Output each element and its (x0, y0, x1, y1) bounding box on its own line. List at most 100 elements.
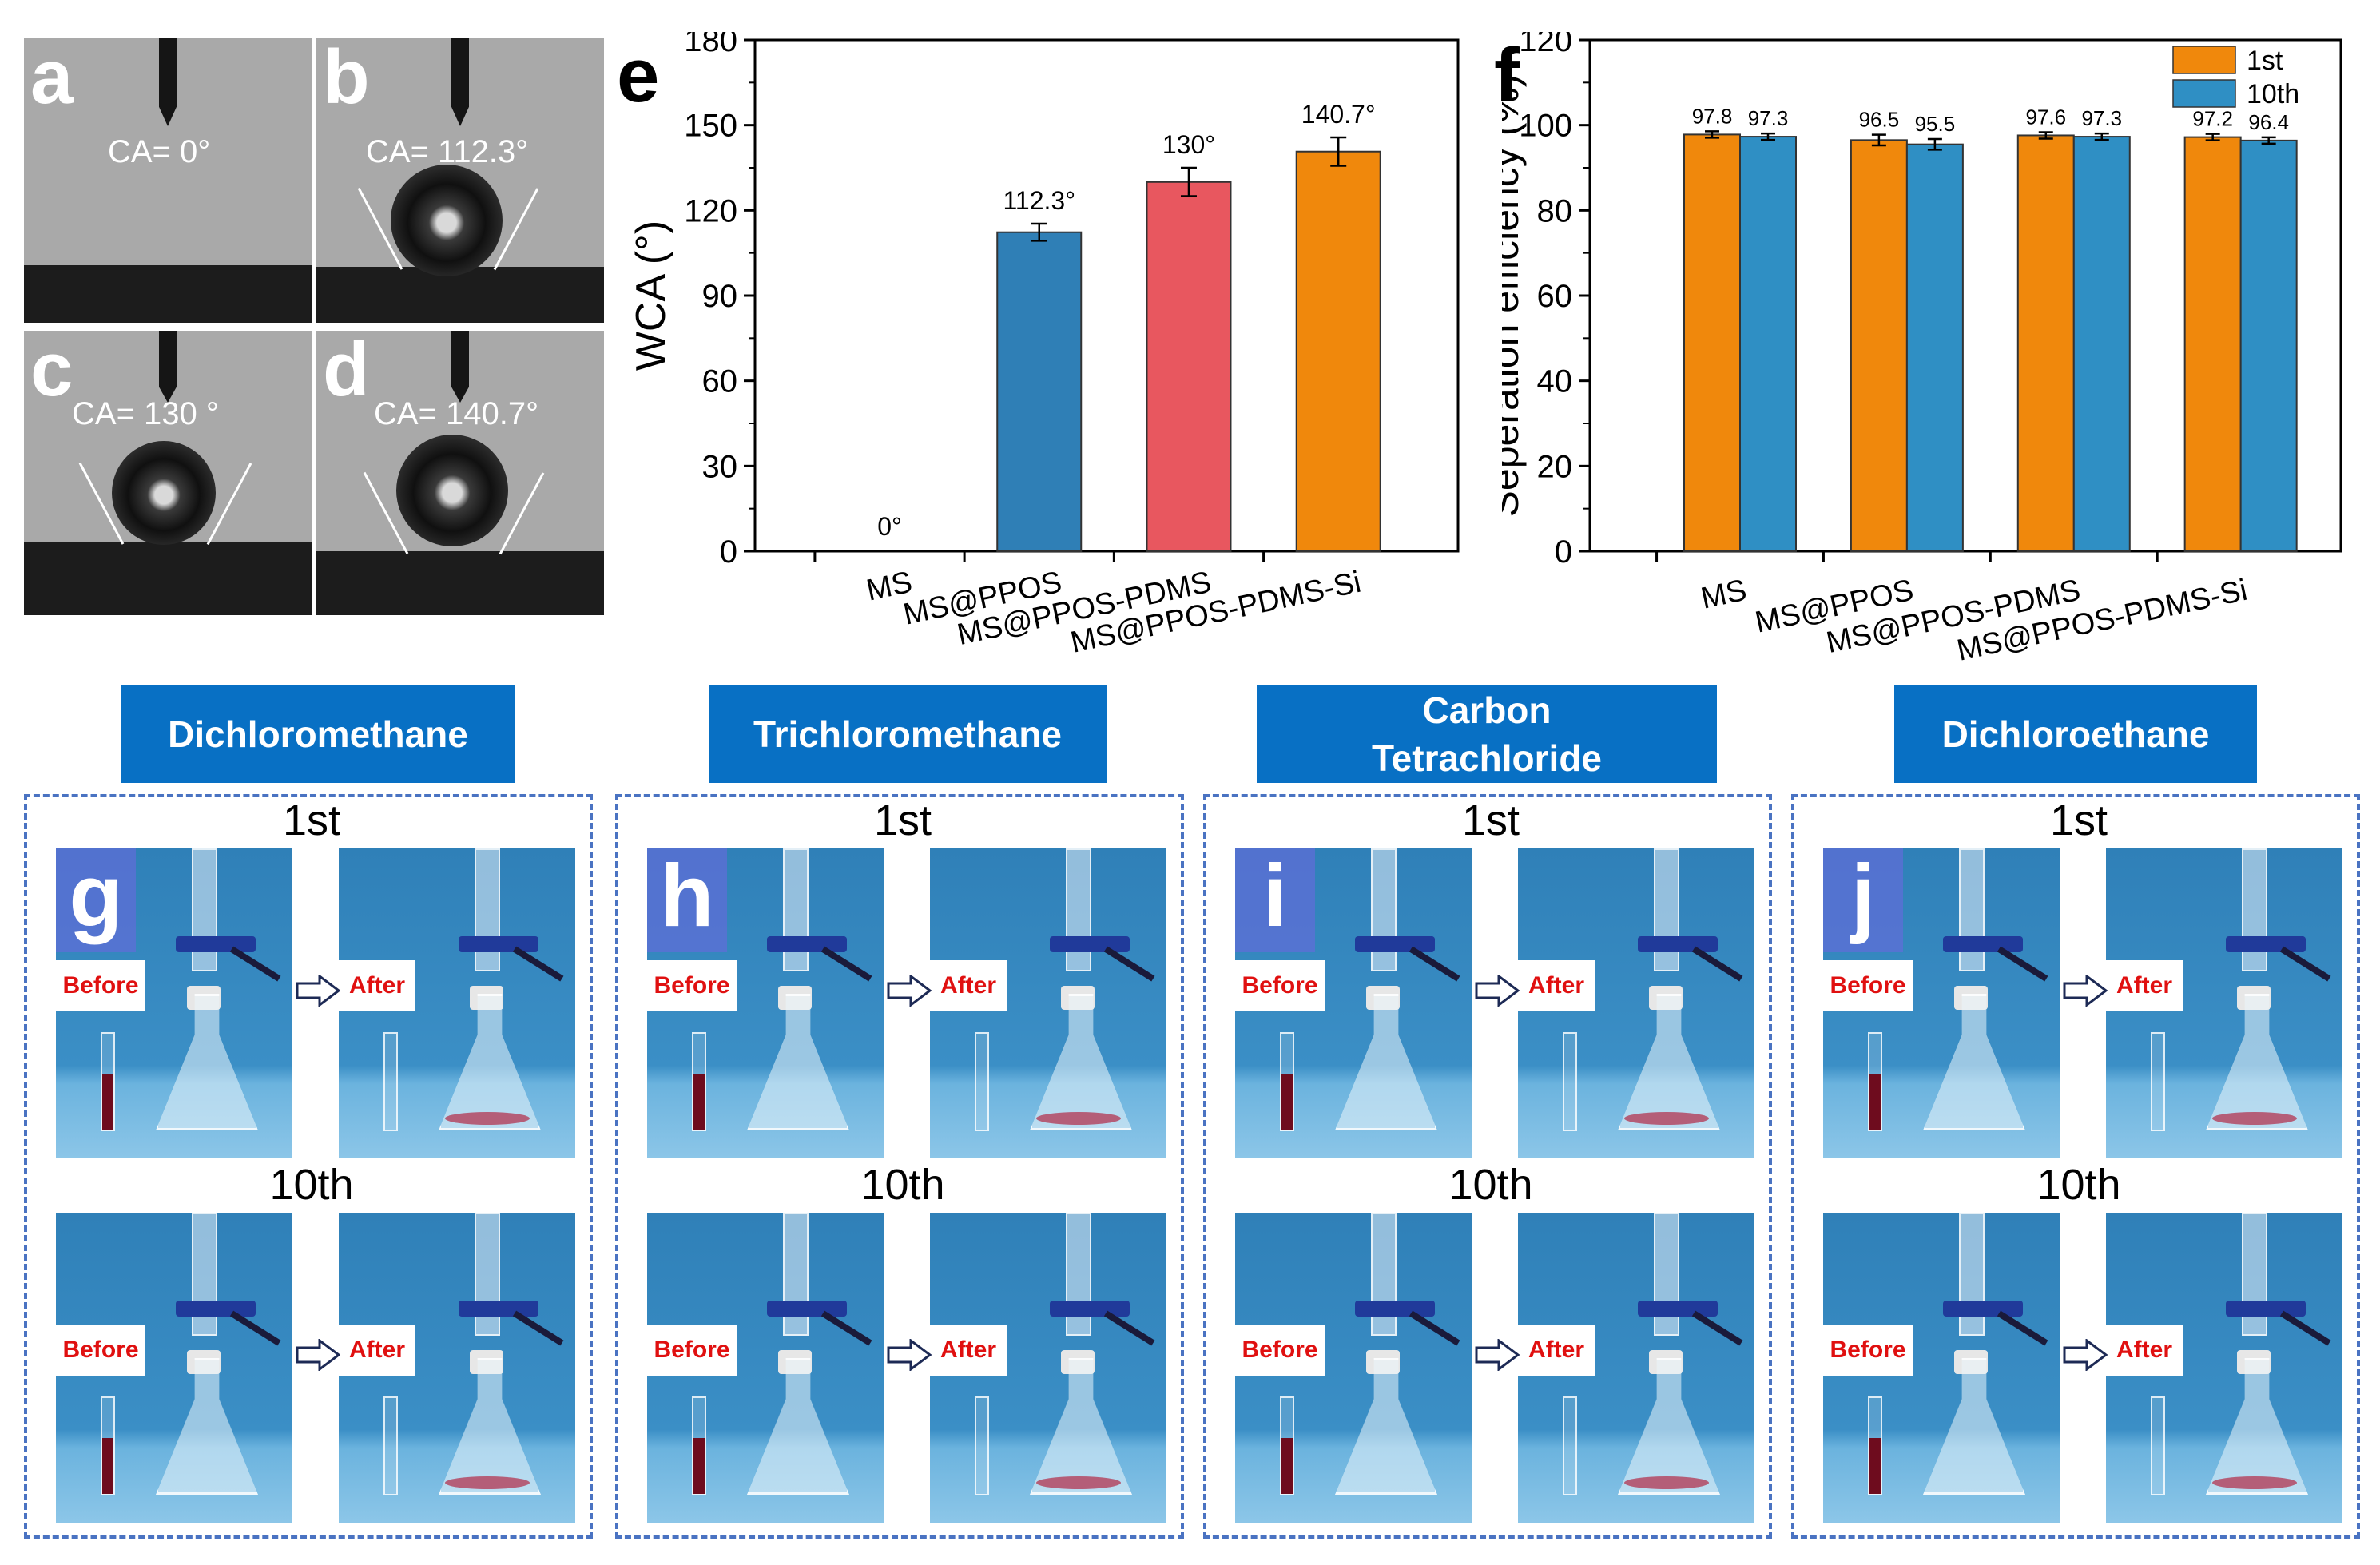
filtrate (2212, 1476, 2297, 1489)
graduated-cylinder (383, 1396, 398, 1495)
filter-funnel (192, 848, 217, 971)
clamp (767, 1301, 847, 1317)
substrate (24, 265, 312, 323)
filter-funnel (1654, 848, 1679, 971)
clamp (1638, 1301, 1718, 1317)
filter-funnel (1959, 1213, 1985, 1336)
photo-g-10th-before: Before (56, 1213, 292, 1523)
water-droplet (391, 165, 503, 276)
clamp-handle (229, 1310, 281, 1346)
clamp-handle (229, 946, 281, 982)
data-label-0: 0° (877, 512, 902, 541)
clamp (1050, 936, 1130, 952)
y-tick-label: 120 (1519, 32, 1572, 58)
right-arrow-icon (1475, 975, 1520, 1007)
clamp (767, 936, 847, 952)
graduated-cylinder (383, 1032, 398, 1131)
solvent-label-line: Dichloroethane (1941, 713, 2210, 755)
panel-letter-g: g (56, 848, 136, 952)
y-tick-label: 150 (684, 109, 737, 144)
right-arrow-icon (2063, 1339, 2108, 1371)
bar-2 (1146, 181, 1232, 552)
contact-angle-panel-b: b CA= 112.3° (316, 38, 604, 323)
legend-swatch-1st (2172, 46, 2236, 74)
conical-flask (439, 994, 541, 1130)
photo-i-10th-before: Before (1235, 1213, 1472, 1523)
before-tag: Before (56, 960, 145, 1011)
mixture-liquid (693, 1438, 705, 1494)
contact-angle-label: CA= 130 ° (72, 396, 219, 431)
conical-flask (156, 1358, 258, 1495)
graduated-cylinder (1563, 1396, 1577, 1495)
photo-i-1st-before: Before i (1235, 848, 1472, 1158)
filter-funnel (192, 1213, 217, 1336)
contact-angle-label: CA= 0° (108, 134, 211, 169)
photo-h-10th-after: After (930, 1213, 1166, 1523)
round-label-1st: 1st (2049, 796, 2108, 844)
filter-funnel (1371, 848, 1397, 971)
before-tag: Before (1823, 1325, 1913, 1376)
clamp (1050, 1301, 1130, 1317)
conical-flask (1030, 1358, 1132, 1495)
panel-letter-c: c (30, 331, 74, 412)
photo-j-10th-before: Before (1823, 1213, 2060, 1523)
photo-g-10th-after: After (339, 1213, 575, 1523)
right-arrow-icon (2063, 975, 2108, 1007)
filtrate (2212, 1112, 2297, 1125)
after-tag: After (930, 1325, 1007, 1376)
graduated-cylinder (1563, 1032, 1577, 1131)
clamp (459, 936, 538, 952)
bar-10th-3 (2239, 139, 2298, 553)
water-droplet (396, 435, 508, 546)
round-label-10th: 10th (1448, 1161, 1533, 1209)
conical-flask (747, 994, 849, 1130)
clamp (1355, 1301, 1435, 1317)
conical-flask (1923, 994, 2025, 1130)
panel-letter-j: j (1823, 848, 1903, 952)
clamp-handle (1691, 946, 1743, 982)
solvent-label-line: Trichloromethane (753, 713, 1062, 755)
mixture-liquid (1869, 1438, 1881, 1494)
round-label-10th: 10th (269, 1161, 354, 1209)
data-label-2: 130° (1162, 130, 1215, 159)
conical-flask (1618, 1358, 1720, 1495)
clamp-handle (1409, 946, 1460, 982)
right-arrow-icon (887, 1339, 932, 1371)
round-label-10th: 10th (2036, 1161, 2121, 1209)
mixture-liquid (1869, 1074, 1881, 1130)
filter-funnel (1066, 848, 1091, 971)
x-tick-label-0: MS (1698, 574, 1749, 616)
y-tick-label: 60 (1537, 279, 1573, 314)
filter-funnel (475, 848, 500, 971)
conical-flask (2206, 994, 2308, 1130)
clamp (2226, 936, 2306, 952)
solvent-label-3: Dichloroethane (1894, 685, 2257, 783)
clamp-handle (1103, 946, 1155, 982)
contact-angle-panel-d: d CA= 140.7° (316, 331, 604, 615)
clamp-handle (512, 1310, 564, 1346)
photo-h-1st-before: Before h (647, 848, 884, 1158)
filter-funnel (783, 1213, 809, 1336)
contact-angle-label: CA= 140.7° (374, 396, 539, 431)
clamp-handle (2279, 946, 2331, 982)
graduated-cylinder (975, 1396, 989, 1495)
filter-funnel (783, 848, 809, 971)
data-label-10th-1: 95.5 (1915, 112, 1956, 136)
bar-10th-0 (1739, 136, 1797, 553)
data-label-1st-2: 97.6 (2025, 105, 2066, 129)
panel-letter-d: d (323, 331, 370, 412)
data-label-1st-1: 96.5 (1859, 108, 1900, 132)
arrow-shape (887, 975, 932, 1007)
clamp (176, 1301, 256, 1317)
after-tag: After (339, 1325, 415, 1376)
solvent-label-0: Dichloromethane (121, 685, 515, 783)
after-tag: After (2106, 960, 2183, 1011)
panel-letter-b: b (323, 38, 370, 120)
legend-label-1st: 1st (2247, 46, 2283, 76)
bar-1st-2 (2016, 134, 2075, 552)
arrow-shape (1475, 975, 1520, 1007)
y-tick-label: 180 (684, 32, 737, 58)
clamp (1638, 936, 1718, 952)
conical-flask (1618, 994, 1720, 1130)
filter-funnel (475, 1213, 500, 1336)
